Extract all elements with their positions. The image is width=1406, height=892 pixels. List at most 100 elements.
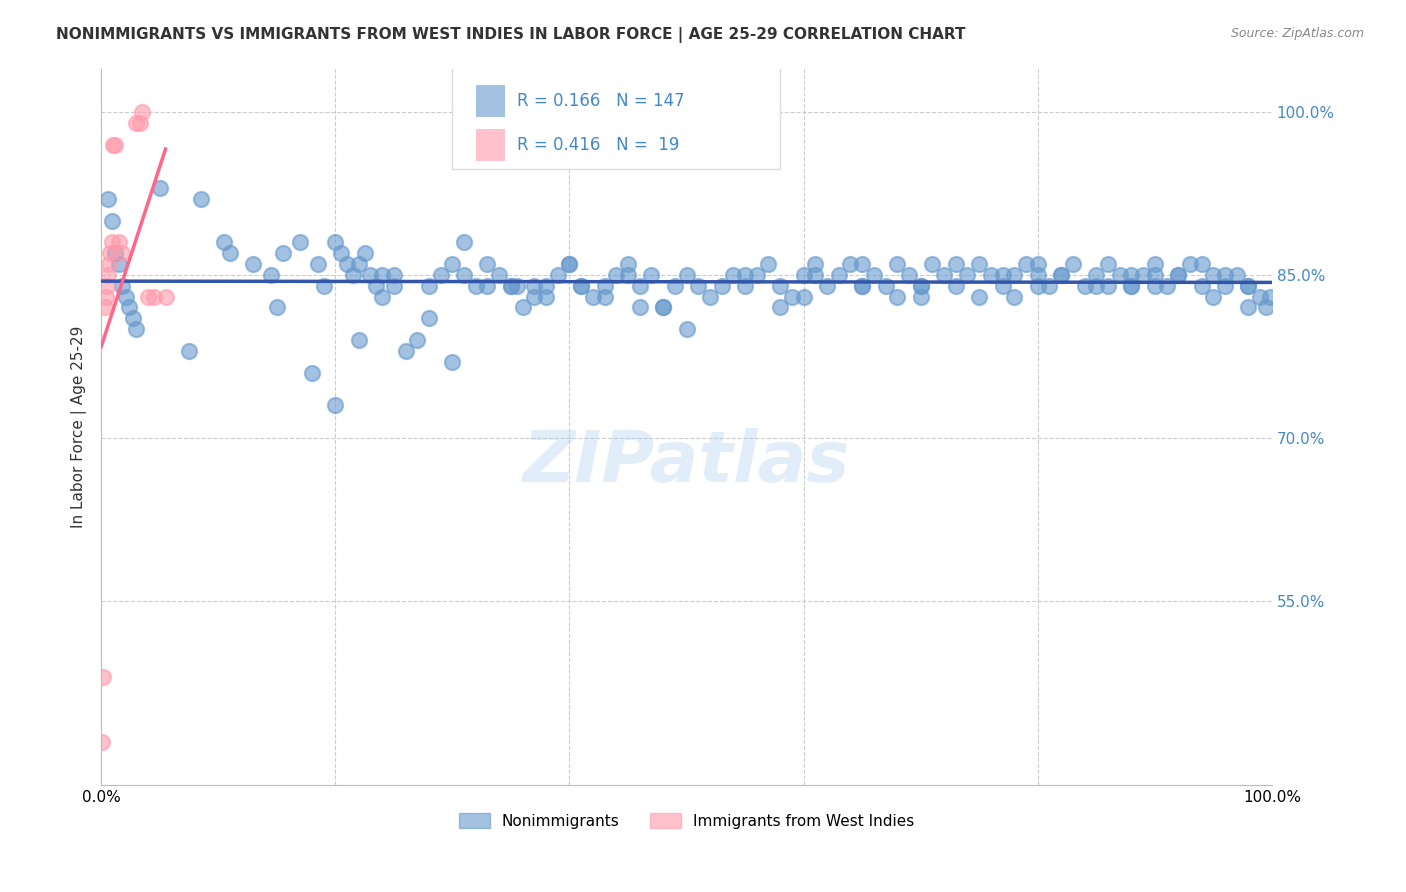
Nonimmigrants [734, 278, 756, 293]
Nonimmigrants [506, 278, 529, 293]
Nonimmigrants [1121, 278, 1143, 293]
Nonimmigrants [932, 268, 955, 282]
Nonimmigrants [828, 268, 851, 282]
Nonimmigrants [1202, 268, 1225, 282]
Nonimmigrants [1132, 268, 1154, 282]
Nonimmigrants [967, 289, 990, 303]
Nonimmigrants [534, 289, 557, 303]
Nonimmigrants [547, 268, 569, 282]
Nonimmigrants [523, 278, 546, 293]
Nonimmigrants [582, 289, 605, 303]
Nonimmigrants [617, 257, 640, 271]
Nonimmigrants [863, 268, 886, 282]
FancyBboxPatch shape [453, 62, 780, 169]
Nonimmigrants [1026, 278, 1049, 293]
Nonimmigrants [1254, 301, 1277, 315]
Immigrants from West Indies [91, 734, 114, 748]
Nonimmigrants [121, 311, 143, 326]
Immigrants from West Indies [100, 246, 122, 260]
Nonimmigrants [382, 278, 405, 293]
Nonimmigrants [675, 322, 697, 336]
Nonimmigrants [1237, 278, 1260, 293]
Nonimmigrants [886, 257, 908, 271]
Nonimmigrants [628, 278, 651, 293]
Nonimmigrants [1143, 257, 1166, 271]
FancyBboxPatch shape [475, 128, 505, 161]
Nonimmigrants [336, 257, 359, 271]
Nonimmigrants [499, 278, 522, 293]
Nonimmigrants [910, 278, 932, 293]
Nonimmigrants [104, 246, 127, 260]
Nonimmigrants [260, 268, 283, 282]
Nonimmigrants [675, 268, 697, 282]
Nonimmigrants [1050, 268, 1073, 282]
Nonimmigrants [804, 268, 827, 282]
Nonimmigrants [699, 289, 721, 303]
Nonimmigrants [453, 268, 475, 282]
Nonimmigrants [558, 257, 581, 271]
Nonimmigrants [851, 257, 873, 271]
Nonimmigrants [219, 246, 242, 260]
Nonimmigrants [359, 268, 381, 282]
Nonimmigrants [1097, 257, 1119, 271]
Nonimmigrants [593, 289, 616, 303]
Nonimmigrants [1237, 278, 1260, 293]
Nonimmigrants [1237, 301, 1260, 315]
Text: ZIPatlas: ZIPatlas [523, 428, 851, 497]
Nonimmigrants [1002, 289, 1025, 303]
Nonimmigrants [477, 278, 499, 293]
Nonimmigrants [347, 257, 370, 271]
Immigrants from West Indies [96, 278, 118, 293]
Nonimmigrants [910, 278, 932, 293]
Nonimmigrants [1258, 289, 1281, 303]
Nonimmigrants [307, 257, 329, 271]
Nonimmigrants [1015, 257, 1038, 271]
Nonimmigrants [769, 301, 792, 315]
Nonimmigrants [406, 333, 429, 347]
Nonimmigrants [1108, 268, 1130, 282]
Nonimmigrants [190, 192, 212, 206]
Nonimmigrants [441, 257, 464, 271]
Text: Source: ZipAtlas.com: Source: ZipAtlas.com [1230, 27, 1364, 40]
Nonimmigrants [107, 257, 129, 271]
Nonimmigrants [418, 311, 440, 326]
Nonimmigrants [628, 301, 651, 315]
Nonimmigrants [1038, 278, 1060, 293]
Nonimmigrants [288, 235, 311, 250]
Immigrants from West Indies [93, 669, 115, 683]
Nonimmigrants [780, 289, 803, 303]
Nonimmigrants [242, 257, 264, 271]
Nonimmigrants [1026, 268, 1049, 282]
Immigrants from West Indies [111, 246, 134, 260]
Nonimmigrants [271, 246, 294, 260]
Nonimmigrants [512, 301, 534, 315]
Nonimmigrants [851, 278, 873, 293]
Nonimmigrants [1062, 257, 1084, 271]
Nonimmigrants [723, 268, 745, 282]
Nonimmigrants [312, 278, 335, 293]
Nonimmigrants [118, 301, 141, 315]
Nonimmigrants [111, 278, 134, 293]
Immigrants from West Indies [125, 116, 148, 130]
Nonimmigrants [1050, 268, 1073, 282]
Nonimmigrants [1191, 257, 1213, 271]
Nonimmigrants [1085, 278, 1108, 293]
Immigrants from West Indies [136, 289, 159, 303]
Nonimmigrants [769, 278, 792, 293]
Nonimmigrants [1073, 278, 1095, 293]
Nonimmigrants [477, 257, 499, 271]
Nonimmigrants [1213, 278, 1236, 293]
Text: R = 0.166   N = 147: R = 0.166 N = 147 [517, 92, 685, 110]
Nonimmigrants [323, 398, 346, 412]
Nonimmigrants [793, 268, 815, 282]
Nonimmigrants [100, 213, 122, 227]
Nonimmigrants [569, 278, 592, 293]
Nonimmigrants [330, 246, 353, 260]
Nonimmigrants [956, 268, 979, 282]
Nonimmigrants [114, 289, 136, 303]
Nonimmigrants [323, 235, 346, 250]
Nonimmigrants [347, 333, 370, 347]
Nonimmigrants [758, 257, 780, 271]
Nonimmigrants [149, 181, 172, 195]
Nonimmigrants [617, 268, 640, 282]
